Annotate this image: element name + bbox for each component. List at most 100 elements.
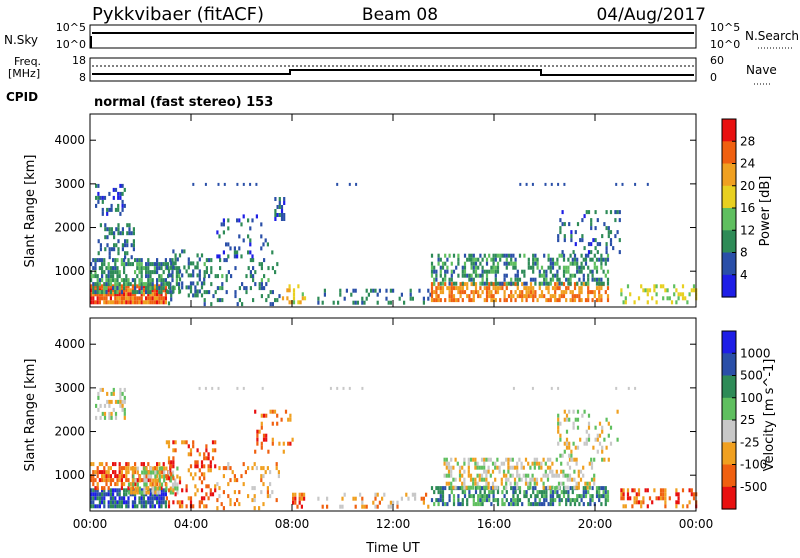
data-cell: [614, 218, 617, 223]
nave-top-tick: 60: [710, 54, 724, 67]
data-cell: [444, 277, 447, 282]
data-cell: [562, 290, 566, 295]
data-cell: [198, 289, 201, 294]
data-cell: [361, 496, 364, 501]
data-cell: [554, 286, 557, 291]
data-cell: [409, 292, 412, 297]
data-cell: [265, 282, 268, 287]
data-cell: [503, 290, 506, 295]
data-cell: [92, 470, 95, 475]
data-cell: [105, 296, 108, 301]
data-cell: [445, 461, 448, 466]
data-cell: [494, 257, 497, 262]
data-cell: [507, 457, 510, 462]
data-cell: [461, 485, 464, 490]
data-cell: [492, 490, 495, 495]
data-cell: [574, 417, 577, 422]
data-cell: [192, 444, 195, 449]
data-cell: [156, 296, 159, 301]
data-cell: [569, 486, 572, 491]
data-cell: [499, 257, 502, 262]
data-cell: [545, 494, 548, 499]
data-cell: [644, 288, 647, 293]
data-cell: [112, 500, 115, 505]
data-cell: [529, 502, 533, 507]
data-cell: [372, 288, 375, 293]
data-cell: [103, 496, 106, 501]
data-cell: [96, 282, 99, 287]
data-cell: [606, 298, 610, 303]
data-cell: [240, 474, 243, 479]
data-cell: [194, 464, 197, 469]
data-cell: [443, 461, 446, 466]
data-cell: [145, 482, 148, 487]
data-cell: [557, 234, 560, 239]
data-cell: [114, 496, 117, 501]
data-cell: [466, 273, 469, 278]
data-cell: [483, 457, 486, 462]
data-cell: [450, 457, 453, 462]
data-cell: [134, 500, 137, 505]
data-cell: [134, 296, 137, 301]
data-cell: [448, 253, 451, 258]
data-cell: [256, 441, 259, 446]
data-cell: [452, 485, 455, 490]
data-cell: [483, 461, 486, 466]
data-cell: [577, 469, 580, 474]
data-cell: [112, 492, 115, 497]
data-cell: [160, 482, 164, 487]
data-cell: [463, 490, 467, 495]
data-cell: [297, 284, 300, 289]
data-cell: [127, 486, 130, 491]
data-cell: [516, 494, 519, 499]
data-cell: [116, 300, 119, 305]
data-cell: [593, 277, 596, 282]
data-cell: [522, 473, 525, 478]
data-cell: [300, 504, 303, 509]
data-cell: [496, 485, 499, 490]
data-cell: [444, 273, 447, 278]
data-cell: [536, 490, 539, 495]
data-cell: [470, 494, 473, 499]
data-cell: [129, 300, 132, 305]
data-cell: [260, 266, 263, 271]
data-cell: [189, 472, 193, 477]
data-cell: [317, 296, 320, 301]
data-cell: [185, 488, 188, 493]
data-cell: [280, 417, 283, 422]
data-cell: [476, 481, 479, 486]
data-cell: [262, 433, 266, 438]
data-cell: [664, 492, 667, 497]
data-cell: [569, 261, 572, 266]
data-cell: [167, 470, 170, 475]
data-cell: [590, 242, 593, 247]
data-cell: [141, 490, 144, 495]
data-cell: [536, 494, 539, 499]
data-cell: [477, 502, 480, 507]
data-cell: [616, 437, 619, 442]
data-cell: [160, 300, 163, 305]
data-cell: [496, 281, 500, 286]
data-cell: [518, 486, 522, 491]
data-cell: [633, 500, 636, 505]
data-cell: [123, 278, 126, 283]
data-cell: [529, 282, 533, 287]
y-tick-label: 2000: [54, 221, 85, 235]
data-cell: [463, 485, 466, 490]
data-cell: [97, 395, 100, 400]
data-cell: [540, 465, 543, 470]
data-cell: [214, 464, 217, 469]
data-cell: [485, 477, 488, 482]
data-cell: [178, 504, 182, 509]
data-cell: [118, 470, 121, 475]
data-cell: [260, 478, 263, 483]
data-cell: [149, 274, 152, 279]
data-cell: [118, 474, 121, 479]
data-cell: [240, 222, 243, 227]
data-cell: [365, 504, 368, 509]
data-cell: [131, 478, 134, 483]
data-cell: [532, 290, 535, 295]
data-cell: [192, 293, 195, 298]
data-cell: [450, 469, 453, 474]
data-cell: [479, 294, 482, 299]
